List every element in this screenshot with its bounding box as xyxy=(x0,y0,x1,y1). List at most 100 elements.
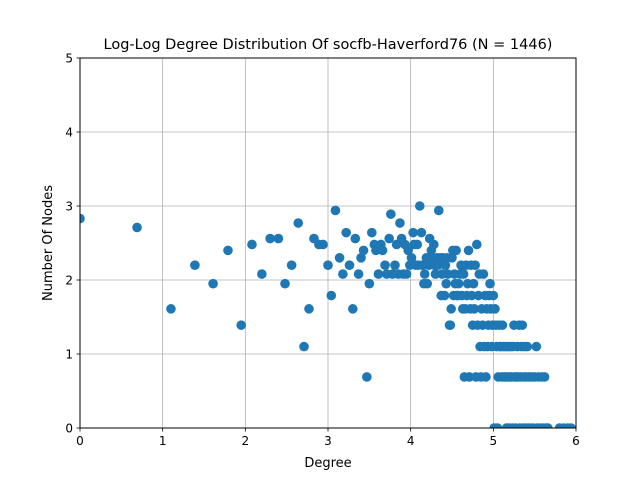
data-point xyxy=(344,260,355,271)
data-point xyxy=(472,239,482,250)
y-tick-label: 4 xyxy=(65,126,73,140)
data-point xyxy=(326,290,337,301)
data-point xyxy=(286,260,297,271)
data-point xyxy=(293,218,304,228)
data-point xyxy=(341,227,351,238)
data-point xyxy=(236,320,246,330)
data-point xyxy=(166,304,176,314)
data-point xyxy=(469,304,480,314)
data-point xyxy=(488,290,499,301)
data-point xyxy=(451,245,461,256)
data-point xyxy=(490,304,500,314)
data-point xyxy=(531,341,542,352)
data-point xyxy=(463,245,474,256)
data-point xyxy=(350,233,361,244)
y-axis-label: Number Of Nodes xyxy=(41,185,56,301)
x-axis-label: Degree xyxy=(304,456,351,471)
data-point xyxy=(80,213,85,224)
x-tick-label: 5 xyxy=(490,434,498,448)
data-point xyxy=(467,290,477,301)
data-point xyxy=(358,245,369,256)
data-point xyxy=(458,269,469,279)
x-tick-label: 4 xyxy=(407,434,415,448)
data-point xyxy=(517,320,528,330)
data-point xyxy=(422,278,433,289)
data-point xyxy=(334,252,345,263)
data-point xyxy=(439,290,450,301)
data-point xyxy=(453,278,464,289)
data-point xyxy=(247,239,257,250)
data-point xyxy=(304,304,314,314)
data-point xyxy=(318,239,328,250)
x-tick-label: 0 xyxy=(76,434,84,448)
data-point xyxy=(353,269,364,279)
data-point xyxy=(377,245,388,256)
data-point xyxy=(338,269,348,279)
data-point xyxy=(132,222,142,233)
data-point xyxy=(362,372,372,382)
data-point xyxy=(492,423,503,428)
data-point xyxy=(445,320,456,330)
data-point xyxy=(481,372,491,382)
data-point xyxy=(464,372,475,382)
data-point xyxy=(223,245,233,256)
data-point xyxy=(208,278,218,289)
data-point xyxy=(478,269,489,279)
data-point xyxy=(384,233,394,244)
data-point xyxy=(373,269,384,279)
data-point xyxy=(367,227,377,238)
axis-ticks: 0 1 2 3 4 5 6 0 1 2 3 4 5 xyxy=(65,52,579,449)
data-point xyxy=(429,239,439,250)
data-point xyxy=(543,423,553,428)
data-point xyxy=(323,260,333,271)
x-tick-label: 3 xyxy=(324,434,332,448)
data-point xyxy=(280,278,290,289)
data-point xyxy=(470,260,480,271)
data-point xyxy=(273,233,284,244)
data-point xyxy=(348,304,358,314)
data-point xyxy=(190,260,200,271)
chart-title: Log-Log Degree Distribution Of socfb-Hav… xyxy=(104,37,553,53)
data-point xyxy=(566,423,576,428)
data-point xyxy=(468,278,479,289)
data-point xyxy=(395,218,405,228)
data-point xyxy=(414,201,425,211)
x-tick-label: 2 xyxy=(242,434,250,448)
y-tick-label: 3 xyxy=(65,200,73,214)
data-point xyxy=(265,233,275,244)
data-point xyxy=(522,341,533,352)
data-point xyxy=(356,252,366,263)
data-point xyxy=(401,269,412,279)
data-point xyxy=(390,260,400,271)
data-point xyxy=(257,269,267,279)
data-point xyxy=(416,227,427,238)
y-tick-label: 2 xyxy=(65,274,73,288)
data-point xyxy=(443,269,453,279)
data-point xyxy=(497,320,508,330)
data-point xyxy=(433,260,443,271)
data-point xyxy=(330,205,341,216)
data-point xyxy=(380,260,390,271)
data-point xyxy=(364,278,375,289)
data-point xyxy=(386,209,396,219)
x-tick-label: 6 xyxy=(572,434,580,448)
y-tick-label: 0 xyxy=(65,422,73,436)
y-tick-label: 1 xyxy=(65,348,73,362)
x-tick-label: 1 xyxy=(159,434,167,448)
data-point xyxy=(433,205,444,216)
data-point xyxy=(419,269,430,279)
data-point xyxy=(412,239,423,250)
y-tick-label: 5 xyxy=(65,52,73,66)
data-point xyxy=(473,290,484,301)
data-point xyxy=(403,245,413,256)
data-point xyxy=(485,278,495,289)
data-point xyxy=(447,252,457,263)
data-point xyxy=(417,260,428,271)
data-point xyxy=(430,269,441,279)
data-point xyxy=(441,278,452,289)
data-point xyxy=(440,260,451,271)
data-point xyxy=(408,227,418,238)
data-points xyxy=(80,201,576,428)
data-point xyxy=(299,341,309,352)
